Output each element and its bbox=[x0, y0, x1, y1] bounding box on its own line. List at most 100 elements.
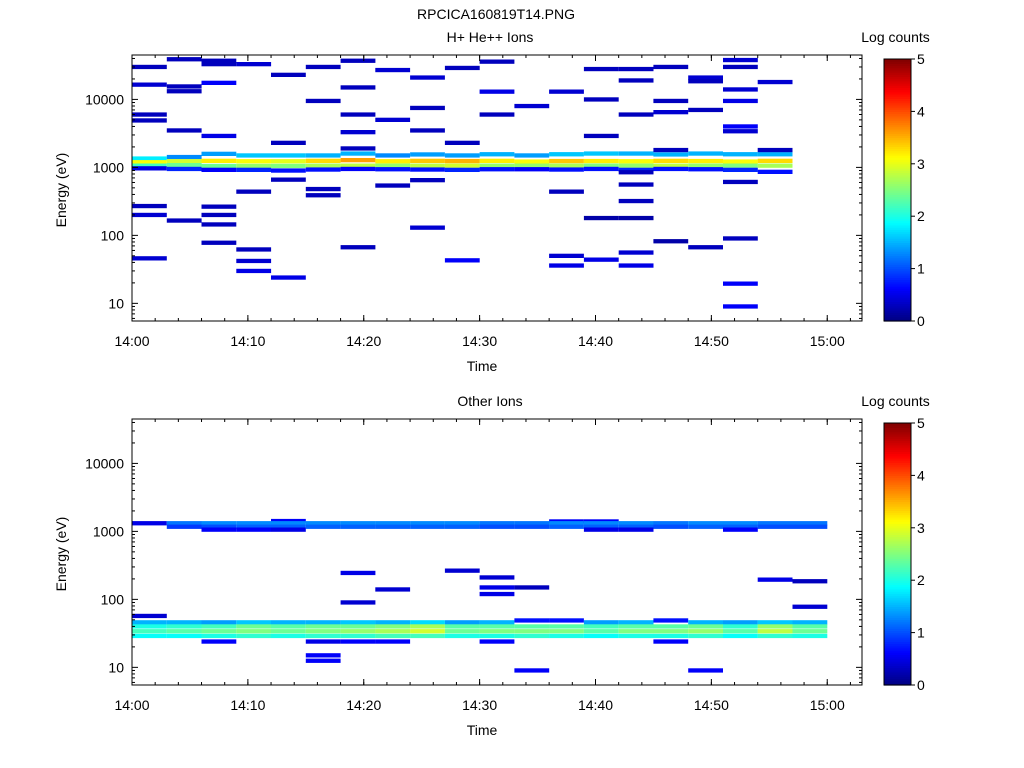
colorbar-step bbox=[884, 558, 911, 562]
heatmap-cell bbox=[549, 189, 584, 194]
x-tick-label: 14:40 bbox=[578, 333, 613, 349]
colorbar-step bbox=[884, 246, 911, 250]
colorbar-step bbox=[884, 660, 911, 664]
heatmap-cell bbox=[549, 253, 584, 258]
heatmap-cell bbox=[653, 633, 689, 639]
heatmap-cell bbox=[201, 158, 237, 163]
heatmap-cell bbox=[549, 629, 584, 634]
heatmap-cell bbox=[132, 118, 167, 123]
colorbar-step bbox=[884, 495, 911, 498]
colorbar-step bbox=[884, 59, 911, 62]
colorbar-step bbox=[884, 161, 911, 165]
colorbar-step bbox=[884, 305, 911, 309]
heatmap-cell bbox=[618, 167, 654, 172]
colorbar-step bbox=[884, 288, 911, 292]
heatmap-cell bbox=[479, 591, 515, 597]
heatmap-cell bbox=[201, 133, 237, 139]
heatmap-cell bbox=[514, 585, 550, 590]
colorbar-step bbox=[884, 294, 911, 298]
colorbar-step bbox=[884, 220, 911, 224]
colorbar-step bbox=[884, 591, 911, 594]
heatmap-cell bbox=[618, 159, 654, 164]
colorbar-step bbox=[884, 460, 911, 463]
heatmap-cell bbox=[757, 163, 793, 168]
colorbar-step bbox=[884, 157, 911, 161]
colorbar-step bbox=[884, 216, 911, 219]
heatmap-cell bbox=[757, 524, 793, 529]
heatmap-cell bbox=[410, 75, 445, 80]
colorbar-step bbox=[884, 536, 911, 540]
heatmap-cell bbox=[549, 521, 584, 526]
heatmap-cell bbox=[305, 620, 341, 625]
colorbar-step bbox=[884, 436, 911, 439]
heatmap-cell bbox=[479, 89, 515, 94]
x-axis-label: Time bbox=[467, 722, 498, 738]
heatmap-cell bbox=[236, 167, 272, 172]
heatmap-cell bbox=[757, 577, 793, 582]
x-tick-label: 15:00 bbox=[810, 697, 845, 713]
heatmap-cell bbox=[549, 524, 584, 529]
colorbar-step bbox=[884, 615, 911, 618]
heatmap-cell bbox=[653, 147, 689, 153]
heatmap-cell bbox=[271, 159, 306, 164]
colorbar-step bbox=[884, 214, 911, 217]
heatmap-cell bbox=[514, 668, 550, 673]
colorbar-step bbox=[884, 676, 911, 680]
heatmap-cell bbox=[757, 152, 793, 157]
heatmap-cell bbox=[723, 159, 758, 164]
colorbar-step bbox=[884, 222, 911, 226]
heatmap-cell bbox=[688, 245, 723, 250]
colorbar-step bbox=[884, 104, 911, 108]
heatmap-cell bbox=[375, 624, 411, 629]
heatmap-cell bbox=[340, 524, 376, 529]
colorbar-step bbox=[884, 564, 911, 568]
heatmap-cell bbox=[132, 166, 167, 171]
colorbar-step bbox=[884, 578, 911, 581]
colorbar-step bbox=[884, 292, 911, 296]
colorbar-step bbox=[884, 192, 911, 195]
colorbar-step bbox=[884, 503, 911, 507]
colorbar-label: Log counts bbox=[861, 393, 930, 409]
heatmap-cell bbox=[236, 629, 272, 634]
heatmap-cell bbox=[375, 633, 411, 639]
colorbar-tick-label: 0 bbox=[917, 677, 925, 693]
colorbar-step bbox=[884, 72, 911, 75]
colorbar-step bbox=[884, 492, 911, 496]
colorbar-step bbox=[884, 203, 911, 206]
heatmap-cell bbox=[340, 600, 376, 605]
colorbar-step bbox=[884, 508, 911, 511]
heatmap-cell bbox=[618, 629, 654, 634]
heatmap-cell bbox=[201, 620, 237, 625]
y-tick-label: 10000 bbox=[85, 455, 124, 471]
colorbar-step bbox=[884, 174, 911, 178]
heatmap-cell bbox=[375, 153, 411, 158]
heatmap-cell bbox=[479, 624, 515, 629]
heatmap-cell bbox=[792, 521, 828, 526]
colorbar-step bbox=[884, 301, 911, 305]
colorbar-step bbox=[884, 266, 911, 270]
colorbar-step bbox=[884, 665, 911, 669]
heatmap-cell bbox=[340, 624, 376, 629]
heatmap-cell bbox=[305, 167, 341, 172]
heatmap-cell bbox=[514, 153, 550, 158]
colorbar-step bbox=[884, 124, 911, 128]
heatmap-cell bbox=[618, 215, 654, 221]
heatmap-cell bbox=[444, 568, 480, 573]
colorbar-step bbox=[884, 532, 911, 535]
colorbar-step bbox=[884, 654, 911, 658]
colorbar-step bbox=[884, 440, 911, 444]
heatmap-cell bbox=[688, 524, 723, 529]
heatmap-cell bbox=[514, 618, 550, 623]
heatmap-cell bbox=[549, 89, 584, 94]
colorbar-step bbox=[884, 586, 911, 590]
heatmap-cell bbox=[271, 140, 306, 145]
heatmap-cell bbox=[166, 128, 202, 133]
heatmap-cell bbox=[271, 163, 306, 169]
heatmap-cell bbox=[583, 521, 619, 526]
heatmap-cell bbox=[757, 521, 793, 526]
heatmap-cell bbox=[271, 518, 306, 524]
heatmap-cell bbox=[618, 624, 654, 629]
colorbar-step bbox=[884, 647, 911, 651]
colorbar-step bbox=[884, 242, 911, 246]
colorbar-step bbox=[884, 264, 911, 268]
